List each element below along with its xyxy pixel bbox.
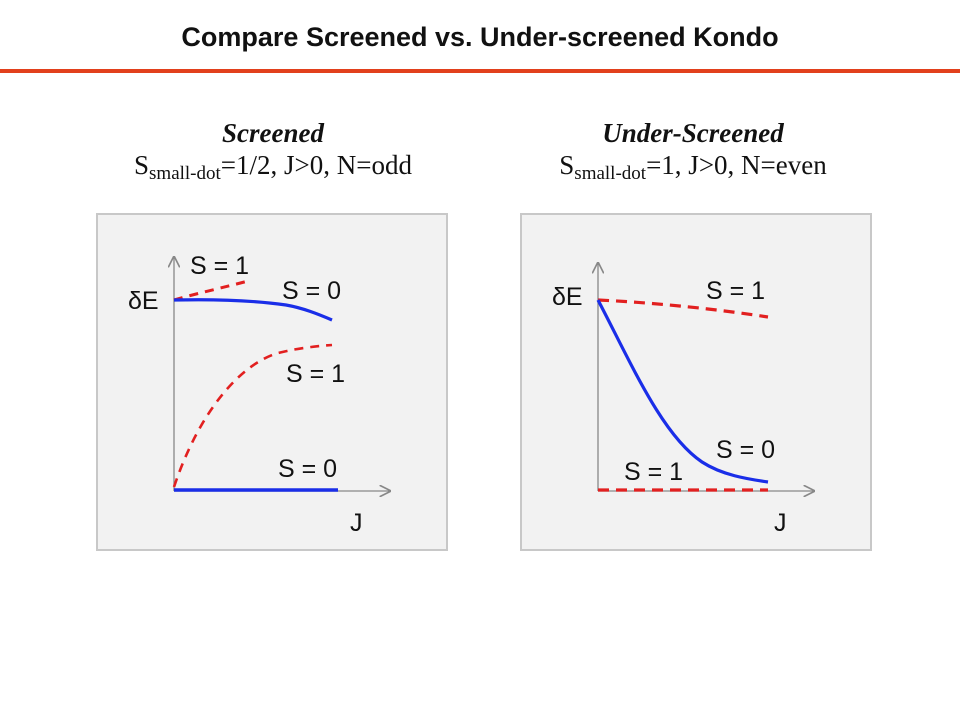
x-axis-label: J [350, 509, 363, 537]
title-divider [0, 69, 960, 73]
spin-condition: =1, J>0, N=even [646, 150, 827, 180]
curve-label-upper-s1: S = 1 [190, 252, 249, 280]
lower-s1-dashed-curve [172, 343, 333, 488]
panel-heading-under-screened: Under-Screened Ssmall-dot=1, J>0, N=even [483, 118, 903, 191]
s0-solid-curve [596, 299, 769, 484]
curve-label-s1-top: S = 1 [706, 277, 765, 305]
slide-title: Compare Screened vs. Under-screened Kond… [181, 22, 779, 52]
plot-under-screened-svg: δE J S = 1 S = 0 S = 1 [552, 215, 874, 537]
curve-label-lower-s1: S = 1 [286, 360, 345, 388]
panel-title: Screened [222, 118, 324, 148]
y-axis-label: δE [128, 287, 159, 315]
plot-screened-svg: δE J S = 1 S = 0 S = 1 S = 0 [128, 252, 450, 537]
curve-label-lower-s0: S = 0 [278, 455, 337, 483]
spin-subscript: small-dot [149, 163, 221, 184]
plot-under-screened: δE J S = 1 S = 0 S = 1 [520, 213, 872, 551]
panel-title: Under-Screened [602, 118, 784, 148]
plot-screened: δE J S = 1 S = 0 S = 1 S = 0 [96, 213, 448, 551]
panel-heading-screened: Screened Ssmall-dot=1/2, J>0, N=odd [63, 118, 483, 191]
upper-s0-solid-curve [173, 298, 333, 322]
spin-condition: =1/2, J>0, N=odd [220, 150, 412, 180]
y-axis-label: δE [552, 283, 583, 311]
s1-dashed-curve [597, 298, 769, 319]
x-axis-label: J [774, 509, 787, 537]
spin-symbol: S [133, 150, 150, 180]
panel-subtitle: Ssmall-dot=1, J>0, N=even [483, 148, 903, 191]
upper-s1-dashed-curve [173, 279, 249, 302]
curve-label-s1-bottom: S = 1 [624, 458, 683, 486]
spin-symbol: S [559, 150, 575, 180]
panel-subtitle: Ssmall-dot=1/2, J>0, N=odd [63, 148, 483, 191]
curve-label-s0: S = 0 [716, 436, 775, 464]
curve-label-upper-s0: S = 0 [282, 277, 341, 305]
spin-subscript: small-dot [574, 163, 647, 184]
